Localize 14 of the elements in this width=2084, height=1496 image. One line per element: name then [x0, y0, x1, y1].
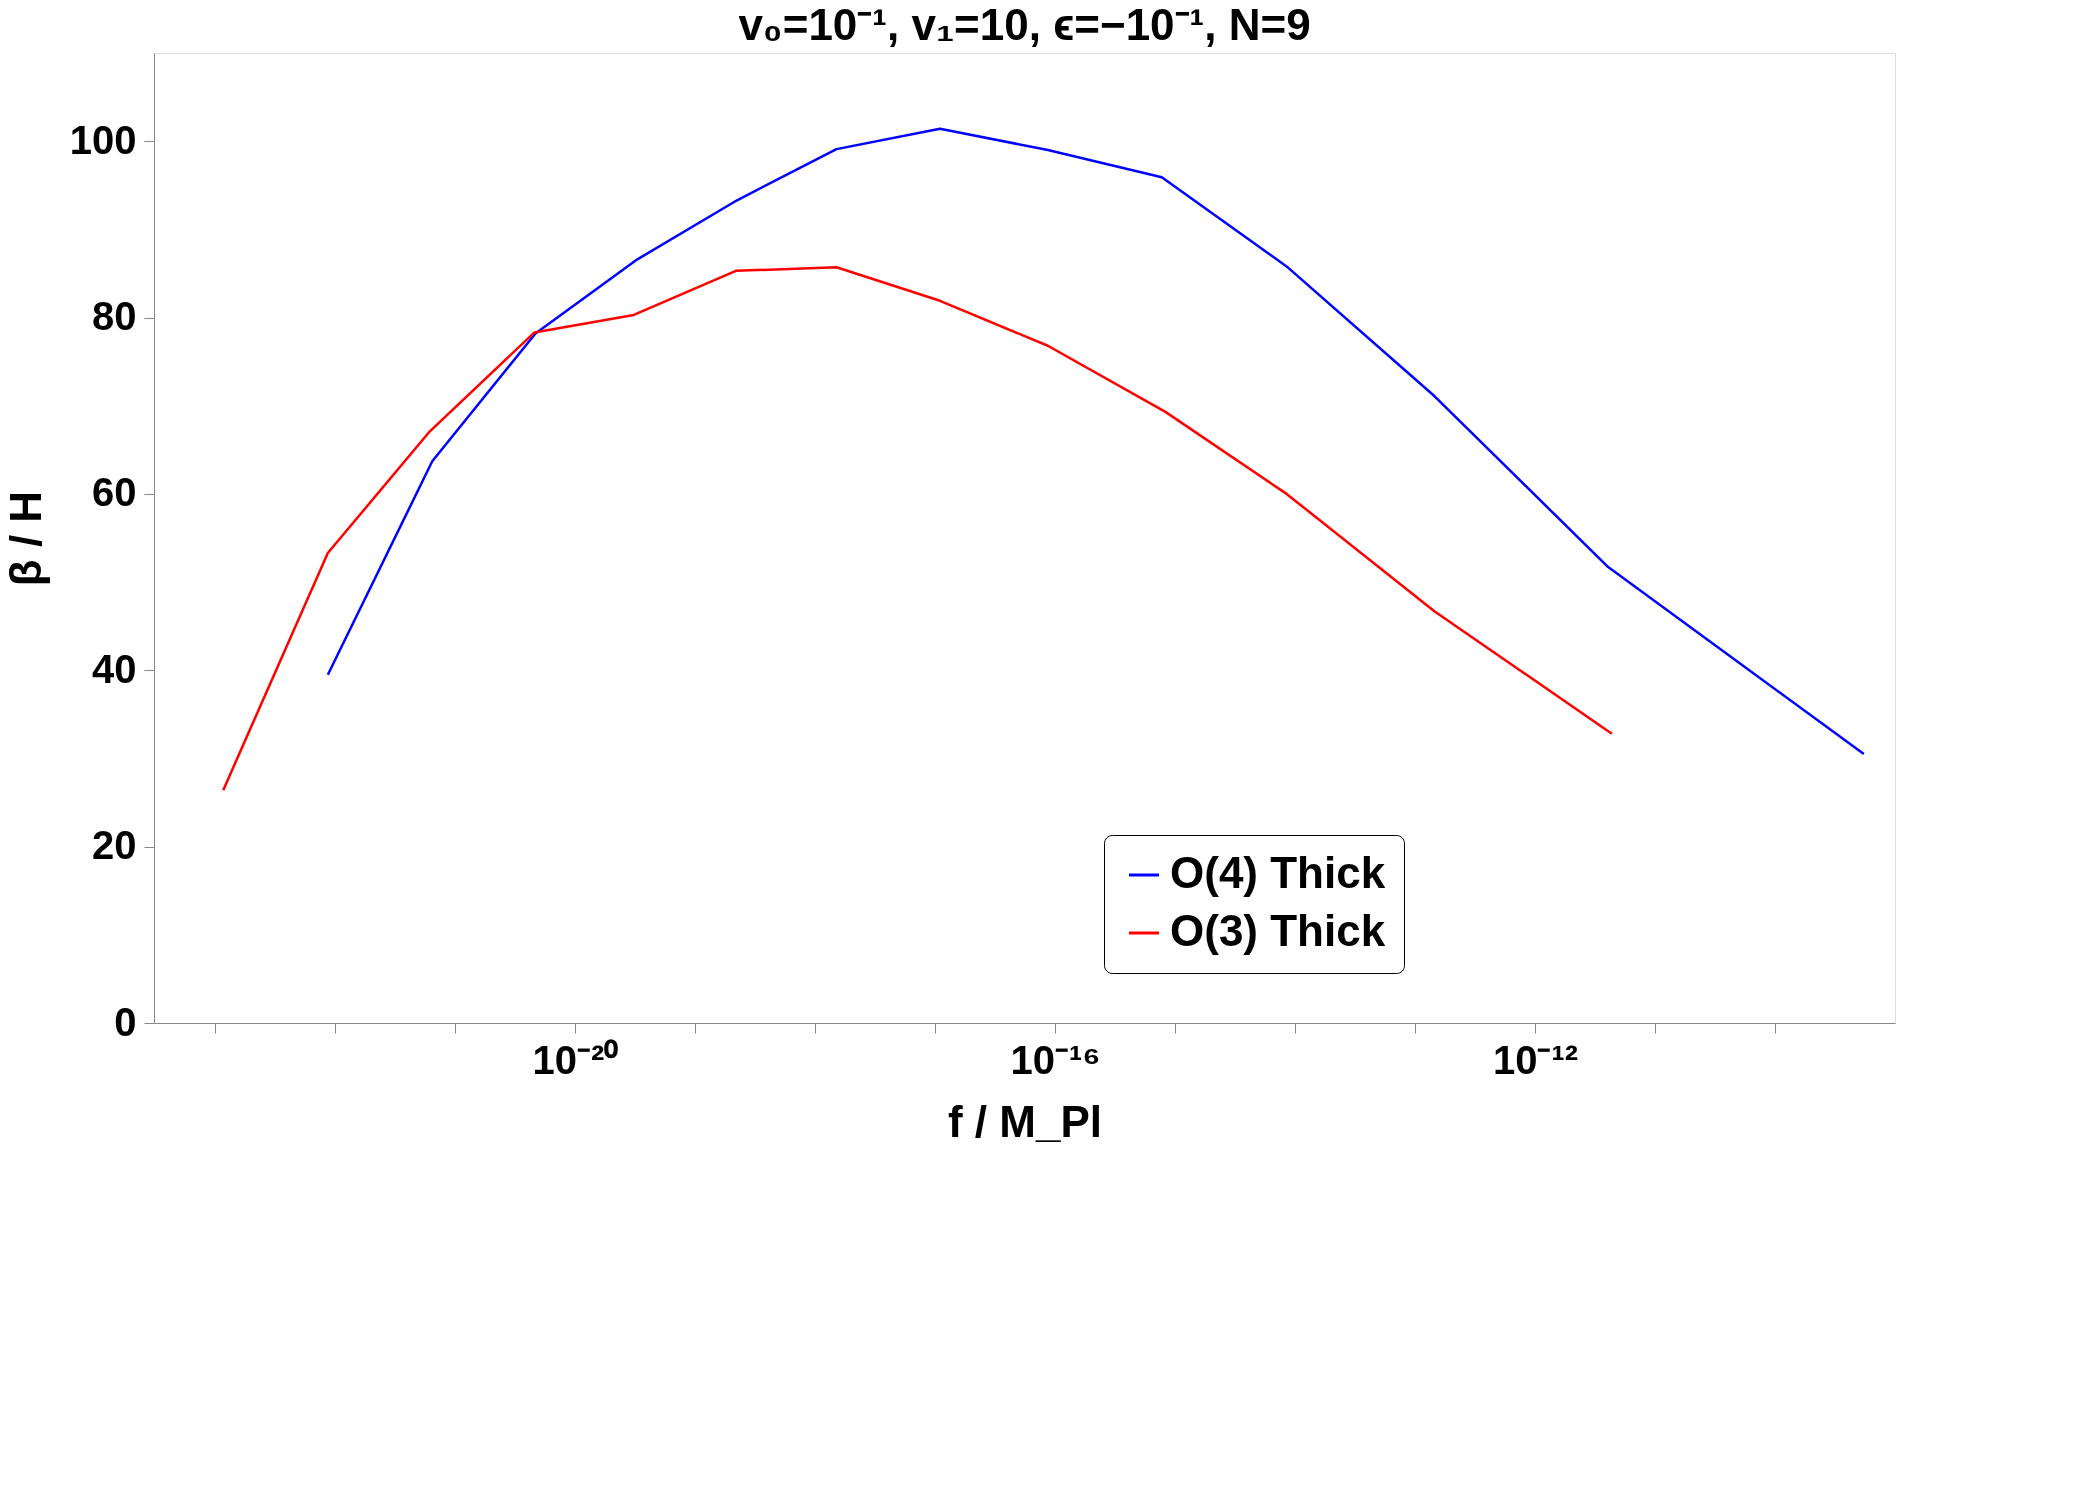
legend-label: O(3) Thick	[1170, 906, 1386, 955]
chart-title: v₀=10⁻¹, v₁=10, ϵ=−10⁻¹, N=9	[738, 0, 1311, 49]
y-tick-label: 60	[92, 470, 137, 515]
x-tick-label: 10⁻²⁰	[532, 1037, 619, 1082]
x-tick-label: 10⁻¹²	[1492, 1037, 1579, 1082]
y-tick-label: 100	[69, 117, 137, 162]
y-tick-label: 20	[92, 823, 137, 868]
x-axis-title: f / M_Pl	[947, 1096, 1103, 1146]
x-tick-label: 10⁻¹⁶	[1010, 1037, 1101, 1082]
y-axis-title: β / H	[0, 490, 50, 587]
y-tick-label: 0	[114, 999, 137, 1044]
y-tick-label: 80	[92, 294, 137, 339]
y-tick-label: 40	[92, 646, 137, 691]
legend-label: O(4) Thick	[1170, 848, 1386, 897]
